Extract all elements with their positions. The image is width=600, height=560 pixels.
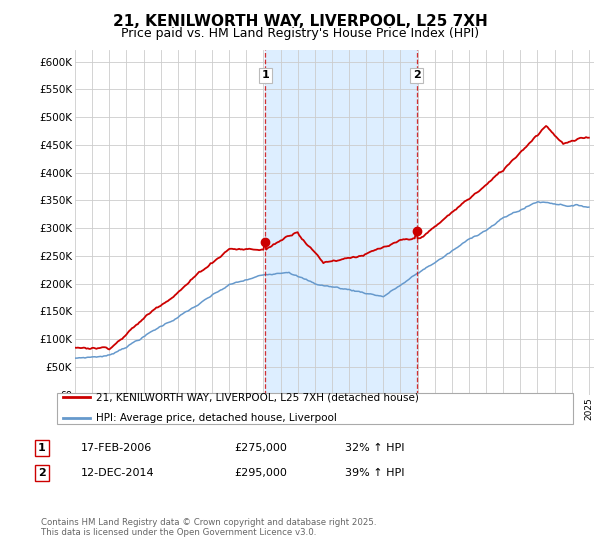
Text: 17-FEB-2006: 17-FEB-2006 (81, 443, 152, 453)
Text: 12-DEC-2014: 12-DEC-2014 (81, 468, 155, 478)
Text: £275,000: £275,000 (234, 443, 287, 453)
Text: Price paid vs. HM Land Registry's House Price Index (HPI): Price paid vs. HM Land Registry's House … (121, 27, 479, 40)
Text: 21, KENILWORTH WAY, LIVERPOOL, L25 7XH (detached house): 21, KENILWORTH WAY, LIVERPOOL, L25 7XH (… (96, 392, 419, 402)
Text: 2: 2 (413, 71, 421, 81)
Text: £295,000: £295,000 (234, 468, 287, 478)
Bar (265, 50, 416, 395)
Text: HPI: Average price, detached house, Liverpool: HPI: Average price, detached house, Live… (96, 413, 337, 423)
Text: 1: 1 (262, 71, 269, 81)
Text: 1: 1 (38, 443, 46, 453)
Text: Contains HM Land Registry data © Crown copyright and database right 2025.
This d: Contains HM Land Registry data © Crown c… (41, 518, 376, 538)
Text: 2: 2 (38, 468, 46, 478)
Text: 32% ↑ HPI: 32% ↑ HPI (345, 443, 404, 453)
Text: 21, KENILWORTH WAY, LIVERPOOL, L25 7XH: 21, KENILWORTH WAY, LIVERPOOL, L25 7XH (113, 14, 487, 29)
Text: 39% ↑ HPI: 39% ↑ HPI (345, 468, 404, 478)
